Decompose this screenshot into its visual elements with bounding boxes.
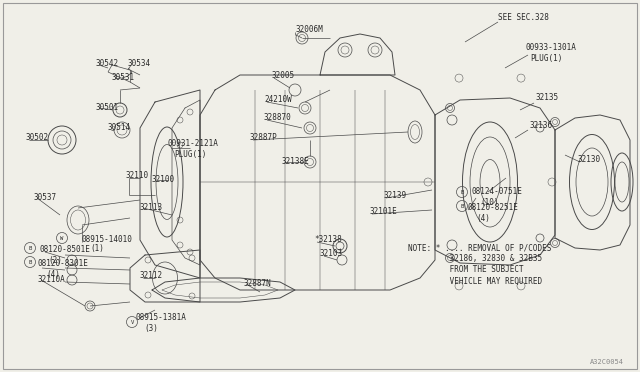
Text: 32006M: 32006M	[295, 26, 323, 35]
Text: 30531: 30531	[112, 73, 135, 81]
Text: 32186, 32830 & 32B35: 32186, 32830 & 32B35	[408, 254, 542, 263]
Text: PLUG(1): PLUG(1)	[530, 54, 563, 62]
Text: B: B	[28, 246, 31, 250]
Text: 30501: 30501	[96, 103, 119, 112]
Text: 08915-14010: 08915-14010	[82, 234, 133, 244]
Text: V: V	[131, 320, 134, 324]
Text: 00931-2121A: 00931-2121A	[168, 140, 219, 148]
Text: W: W	[60, 235, 63, 241]
Text: 32005: 32005	[272, 71, 295, 80]
Text: (3): (3)	[144, 324, 158, 333]
Text: 32101E: 32101E	[370, 208, 397, 217]
Text: 08915-1381A: 08915-1381A	[136, 314, 187, 323]
Text: 32110A: 32110A	[38, 275, 66, 283]
Text: B: B	[460, 189, 463, 195]
Text: PLUG(1): PLUG(1)	[174, 150, 206, 158]
Text: 30542: 30542	[96, 58, 119, 67]
Text: 32887N: 32887N	[243, 279, 271, 288]
Text: 32110: 32110	[126, 171, 149, 180]
Text: 08120-8501E: 08120-8501E	[40, 246, 91, 254]
Text: SEE SEC.328: SEE SEC.328	[498, 13, 549, 22]
Text: FROM THE SUBJECT: FROM THE SUBJECT	[408, 266, 524, 275]
Text: 328870: 328870	[264, 113, 292, 122]
Text: (1): (1)	[90, 244, 104, 253]
Text: (2): (2)	[48, 256, 62, 264]
Text: 08124-0751E: 08124-0751E	[472, 187, 523, 196]
Text: B: B	[28, 260, 31, 264]
Text: 00933-1301A: 00933-1301A	[526, 44, 577, 52]
Text: (10): (10)	[480, 198, 499, 206]
Text: 32136: 32136	[530, 122, 553, 131]
Text: 32135: 32135	[536, 93, 559, 103]
Text: (4): (4)	[476, 214, 490, 222]
Text: 32103: 32103	[320, 250, 343, 259]
Text: 32100: 32100	[152, 176, 175, 185]
Text: VEHICLE MAY REQUIRED: VEHICLE MAY REQUIRED	[408, 276, 542, 285]
Text: 24210W: 24210W	[264, 96, 292, 105]
Text: NOTE: * .... REMOVAL OF P/CODES: NOTE: * .... REMOVAL OF P/CODES	[408, 244, 552, 253]
Text: 30534: 30534	[128, 58, 151, 67]
Text: 30537: 30537	[34, 192, 57, 202]
Text: (4): (4)	[46, 269, 60, 279]
Text: 32112: 32112	[140, 272, 163, 280]
Text: 32130: 32130	[578, 155, 601, 164]
Text: B: B	[460, 203, 463, 208]
Text: *32138: *32138	[314, 235, 342, 244]
Text: 32887P: 32887P	[250, 134, 278, 142]
Text: 32113: 32113	[140, 203, 163, 212]
Text: 08120-8301E: 08120-8301E	[38, 260, 89, 269]
Text: A32C0054: A32C0054	[590, 359, 624, 365]
Text: 32138E: 32138E	[282, 157, 310, 167]
Text: 30502: 30502	[26, 134, 49, 142]
Text: 32139: 32139	[384, 192, 407, 201]
Text: 08120-8251E: 08120-8251E	[468, 203, 519, 212]
Text: 30514: 30514	[108, 124, 131, 132]
